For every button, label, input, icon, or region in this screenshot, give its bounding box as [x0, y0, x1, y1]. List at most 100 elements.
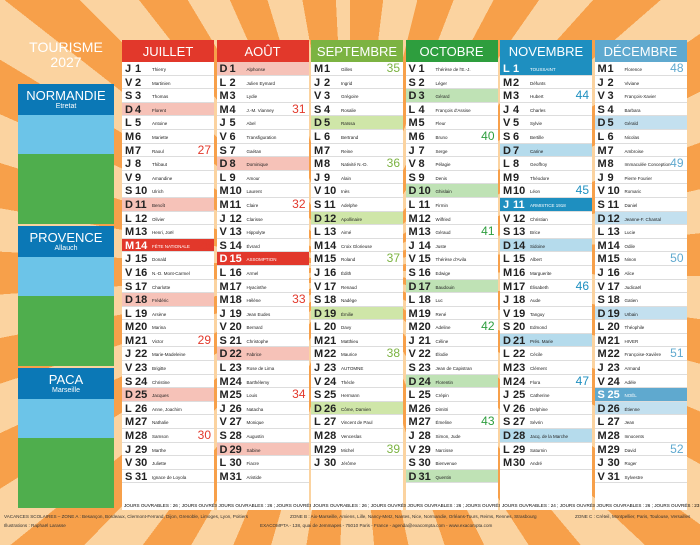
- day-letter: M: [219, 280, 229, 293]
- day-number: 11: [324, 198, 336, 211]
- day-number: 29: [418, 443, 431, 456]
- day-letter: V: [503, 117, 511, 130]
- saint: Nadège: [341, 298, 357, 304]
- saint: Thérèse de l'E.-J.: [435, 67, 471, 72]
- day-number: 8: [135, 158, 142, 171]
- day-letter: J: [314, 457, 321, 470]
- saint: Fleur: [435, 121, 446, 127]
- day-number: 14: [418, 239, 431, 252]
- saint: Renaud: [341, 284, 357, 290]
- day-row: J 19 Jean Eudes: [216, 306, 309, 321]
- day-letter: V: [125, 171, 133, 184]
- day-letter: M: [597, 334, 607, 347]
- saint: Thomas: [152, 94, 169, 100]
- day-letter: L: [503, 158, 510, 171]
- saint: Luc: [435, 298, 443, 304]
- day-number: 10: [418, 185, 431, 198]
- day-letter: L: [597, 130, 605, 143]
- saint: Clarisse: [246, 216, 263, 222]
- day-row: S 27 Sévrin: [500, 415, 592, 430]
- day-number: 9: [513, 171, 520, 184]
- day-row: J 16 Alice: [594, 265, 687, 280]
- saint: Christian: [530, 216, 548, 222]
- day-number: 26: [607, 402, 620, 415]
- day-letter: M: [314, 144, 324, 157]
- saint: Quentin: [435, 474, 452, 480]
- day-number: 11: [418, 198, 431, 211]
- saint: Hubert: [530, 94, 544, 100]
- month-name: JUILLET: [122, 40, 214, 62]
- day-letter: V: [314, 185, 322, 198]
- month-footer: JOURS OUVRABLES : 26 ; JOURS OUVRÉS : 21: [407, 503, 511, 508]
- day-number: 8: [513, 158, 520, 171]
- day-number: 20: [135, 321, 148, 334]
- day-letter: S: [503, 321, 511, 334]
- day-row: L 26 Anne, Joachim: [122, 401, 214, 416]
- zone-b: ZONE B : Aix-Marseille, Amiens, Lille, N…: [290, 514, 537, 519]
- day-letter: D: [219, 63, 228, 75]
- day-row: J 7 Serge: [405, 143, 498, 158]
- day-number: 18: [135, 294, 148, 307]
- day-letter: J: [314, 362, 321, 375]
- day-row: M 21 Victor 29: [122, 333, 214, 348]
- day-row: M 24 Flora 47: [500, 374, 592, 389]
- day-row: S 18 Nadège: [311, 293, 403, 307]
- saint: Émeline: [435, 420, 452, 426]
- day-letter: M: [597, 348, 607, 361]
- day-row: D 19 Émilie: [311, 306, 403, 321]
- day-number: 25: [513, 389, 526, 402]
- day-row: S 25 NOËL: [594, 388, 687, 402]
- saint: Edwige: [435, 270, 451, 276]
- day-row: S 28 Augustin: [216, 429, 309, 443]
- day-letter: J: [503, 198, 510, 211]
- day-number: 15: [324, 253, 337, 266]
- day-number: 19: [418, 307, 431, 320]
- day-letter: M: [597, 430, 607, 443]
- day-row: M 9 Théodore: [500, 170, 592, 185]
- saint: Aimé: [341, 230, 352, 236]
- day-number: 20: [513, 321, 526, 334]
- day-number: 22: [513, 348, 526, 361]
- saint: Frédéric: [152, 298, 169, 304]
- saint: Charles: [530, 107, 546, 113]
- day-number: 2: [229, 76, 236, 89]
- day-letter: V: [408, 63, 416, 75]
- month-column: DÉCEMBRE M 1 Florence 48 J 2 Viviane V 3 François-…: [594, 40, 699, 510]
- saint: Adeline: [435, 325, 451, 331]
- day-letter: L: [408, 294, 416, 307]
- day-number: 30: [135, 457, 148, 470]
- day-row: V 9 Amandine: [122, 170, 214, 185]
- day-number: 15: [135, 253, 148, 266]
- day-row: L 27 Vincent de Paul: [311, 415, 403, 430]
- day-row: D 15 ASSOMPTION: [216, 252, 309, 266]
- saint: Mariette: [152, 134, 169, 140]
- day-row: S 13 Brice: [500, 225, 592, 239]
- day-row: D 10 Ghislain: [405, 184, 498, 198]
- day-row: M 2 Défunts: [500, 75, 592, 90]
- day-number: 19: [324, 307, 337, 320]
- day-number: 26: [513, 402, 526, 415]
- day-letter: L: [503, 253, 510, 266]
- day-row: M 20 Marina: [122, 320, 214, 334]
- saint: Edmond: [530, 325, 547, 331]
- day-letter: S: [125, 280, 133, 293]
- day-letter: J: [408, 144, 415, 157]
- day-letter: D: [503, 430, 511, 443]
- day-number: 26: [135, 402, 148, 415]
- week-number: 43: [481, 414, 495, 429]
- saint: Élodie: [435, 352, 449, 358]
- saint: AUTOMNE: [341, 366, 364, 372]
- day-number: 24: [135, 375, 148, 388]
- day-number: 11: [607, 198, 620, 211]
- day-letter: J: [597, 457, 604, 470]
- day-row: V 10 Romaric: [594, 184, 687, 198]
- day-letter: J: [125, 63, 132, 75]
- day-row: M 13 Henri, Joël: [122, 225, 214, 239]
- region-panel: PROVENCE Allauch: [18, 226, 114, 366]
- saint: Albert: [530, 257, 542, 263]
- day-letter: S: [219, 334, 227, 347]
- saint: Dominique: [246, 162, 269, 168]
- day-row: S 21 Christophe: [216, 333, 309, 348]
- saint: François d'Assise: [435, 107, 471, 113]
- day-number: 21: [135, 334, 148, 347]
